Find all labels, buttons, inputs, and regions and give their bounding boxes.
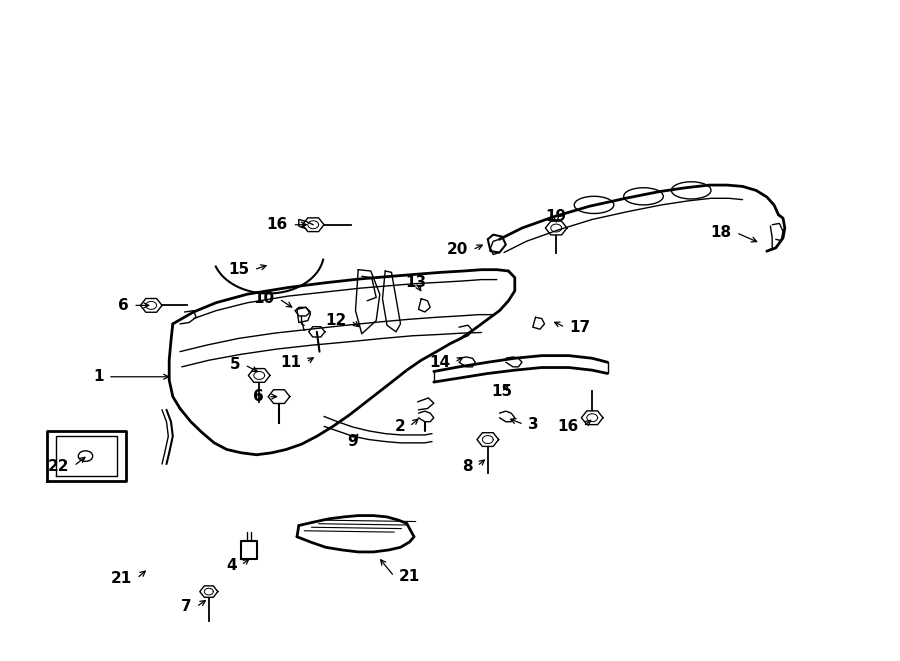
Text: 10: 10 bbox=[254, 292, 274, 306]
Text: 19: 19 bbox=[545, 210, 567, 224]
Text: 6: 6 bbox=[118, 298, 129, 313]
Text: 7: 7 bbox=[181, 600, 192, 614]
Text: 15: 15 bbox=[229, 262, 249, 277]
Text: 17: 17 bbox=[570, 320, 590, 334]
Text: 21: 21 bbox=[399, 569, 420, 584]
Text: 13: 13 bbox=[405, 276, 427, 290]
Text: 20: 20 bbox=[446, 243, 468, 257]
Text: 6: 6 bbox=[253, 389, 264, 404]
Text: 16: 16 bbox=[557, 419, 579, 434]
Text: 12: 12 bbox=[325, 313, 346, 328]
Text: 8: 8 bbox=[462, 459, 472, 473]
Text: 1: 1 bbox=[93, 369, 104, 384]
Text: 14: 14 bbox=[429, 355, 450, 369]
Text: 4: 4 bbox=[226, 558, 237, 572]
Text: 5: 5 bbox=[230, 358, 240, 372]
Text: 18: 18 bbox=[711, 225, 732, 240]
Text: 11: 11 bbox=[281, 355, 302, 369]
Text: 16: 16 bbox=[266, 217, 288, 232]
Text: 22: 22 bbox=[48, 459, 69, 473]
Text: 15: 15 bbox=[491, 384, 513, 399]
Text: 21: 21 bbox=[111, 571, 132, 586]
Text: 3: 3 bbox=[528, 417, 539, 432]
Text: 9: 9 bbox=[347, 434, 358, 449]
Text: 2: 2 bbox=[394, 419, 405, 434]
